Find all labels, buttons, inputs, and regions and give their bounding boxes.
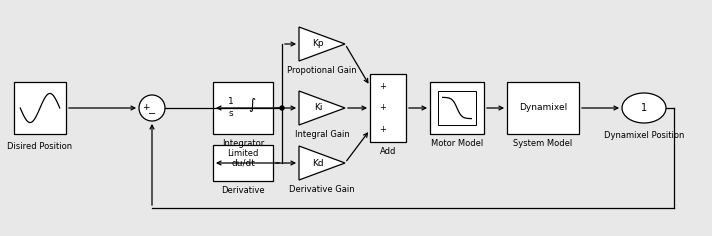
Circle shape bbox=[139, 95, 165, 121]
Text: ∫: ∫ bbox=[248, 98, 256, 112]
Text: Disired Position: Disired Position bbox=[7, 142, 73, 151]
Text: Ki: Ki bbox=[314, 104, 323, 113]
Bar bbox=[213, 145, 273, 181]
Text: du/dt: du/dt bbox=[231, 159, 255, 168]
Text: Dynamixel: Dynamixel bbox=[519, 104, 567, 113]
Bar bbox=[430, 82, 484, 134]
Text: s: s bbox=[229, 109, 234, 118]
Text: Dynamixel Position: Dynamixel Position bbox=[604, 131, 684, 140]
Text: Motor Model: Motor Model bbox=[431, 139, 483, 148]
Text: −: − bbox=[148, 109, 156, 119]
Polygon shape bbox=[299, 27, 345, 61]
Bar bbox=[507, 82, 579, 134]
Text: +: + bbox=[379, 104, 386, 113]
Bar bbox=[14, 82, 66, 134]
Polygon shape bbox=[299, 91, 345, 125]
Ellipse shape bbox=[622, 93, 666, 123]
Text: Derivative Gain: Derivative Gain bbox=[289, 185, 355, 194]
Text: 1: 1 bbox=[641, 103, 647, 113]
Bar bbox=[370, 74, 406, 142]
Text: Integrator
Limited: Integrator Limited bbox=[222, 139, 264, 158]
Text: +: + bbox=[379, 125, 386, 134]
Text: Kp: Kp bbox=[313, 39, 324, 49]
Text: Kd: Kd bbox=[313, 159, 324, 168]
Text: +: + bbox=[142, 104, 150, 113]
Text: Add: Add bbox=[379, 147, 396, 156]
Text: Derivative: Derivative bbox=[221, 186, 265, 195]
Text: Integral Gain: Integral Gain bbox=[295, 130, 350, 139]
Circle shape bbox=[280, 106, 284, 110]
Text: +: + bbox=[379, 82, 386, 91]
Text: 1: 1 bbox=[228, 97, 234, 106]
Polygon shape bbox=[299, 146, 345, 180]
Bar bbox=[438, 91, 476, 125]
Text: Propotional Gain: Propotional Gain bbox=[287, 66, 357, 75]
Text: System Model: System Model bbox=[513, 139, 572, 148]
Bar bbox=[213, 82, 273, 134]
